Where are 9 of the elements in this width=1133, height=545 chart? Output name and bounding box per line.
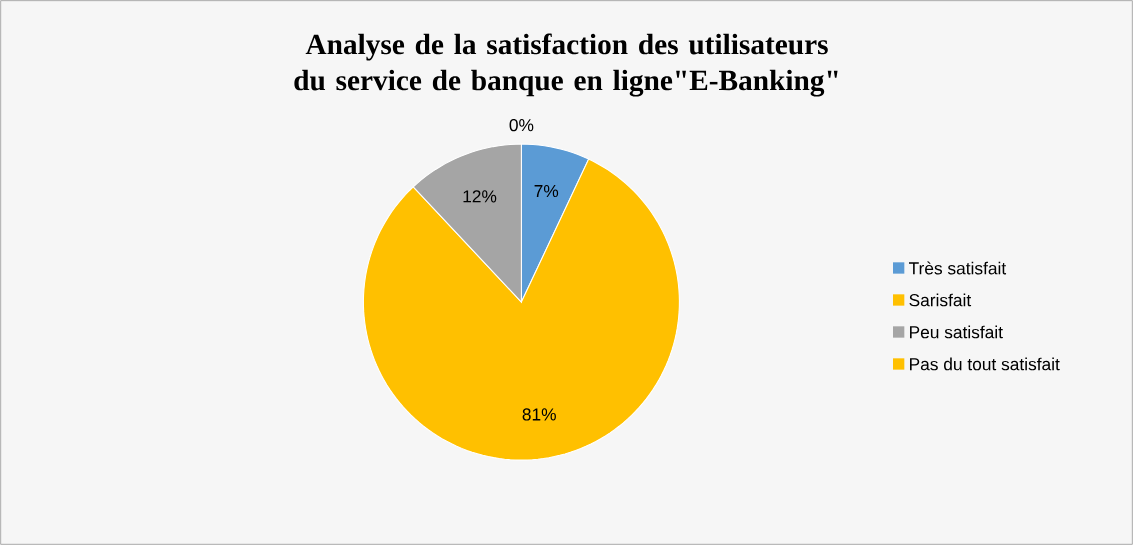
legend-label: Très satisfait [909, 261, 1007, 275]
legend-label: Sarisfait [909, 293, 972, 307]
data-label: 7% [534, 184, 559, 198]
text: 0% [509, 118, 534, 132]
data-label: 12% [463, 190, 497, 203]
data-label: 81% [522, 408, 556, 421]
legend-label: Peu satisfait [910, 325, 1003, 339]
chart-title: Analyse de la satisfaction des utilisateurs du service de banque en ligne"E-Banking" [294, 33, 838, 97]
legend-label: Pas du tout satisfait [910, 357, 1060, 371]
